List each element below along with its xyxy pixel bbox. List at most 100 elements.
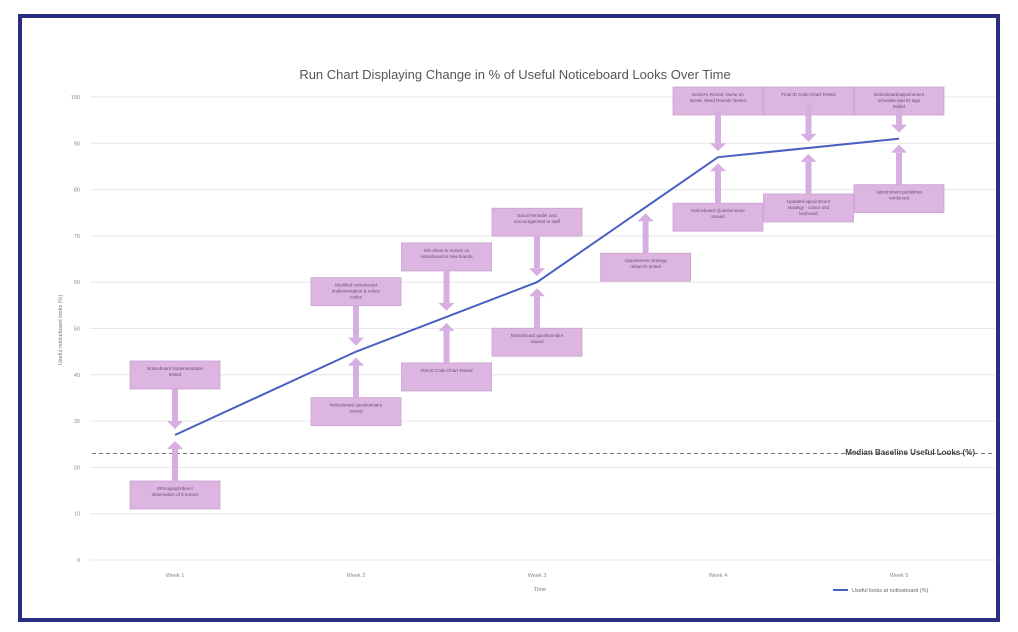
y-tick-label: 90 (74, 141, 80, 147)
annotation-box (763, 193, 854, 223)
annotation-text: issued (530, 339, 544, 344)
annotation-arrow (715, 171, 721, 204)
y-tick-label: 50 (74, 327, 80, 333)
annotation-arrowhead (637, 213, 654, 222)
annotation-arrowhead (710, 143, 726, 152)
annotation-text: noticeboard & new boards (420, 254, 473, 259)
annotation-arrowhead (348, 337, 364, 346)
y-tick-label: 60 (74, 280, 80, 286)
x-tick-label: Week 1 (166, 573, 185, 579)
annotation: Flat ID Code Chart Tested (401, 322, 492, 392)
annotation-arrowhead (710, 163, 726, 172)
annotation-arrow (353, 305, 359, 338)
annotation-text: strategy - colour and (788, 205, 830, 210)
annotation-arrow (443, 270, 450, 303)
annotation-text: Flat ID Code Chart Tested (421, 368, 473, 373)
annotation-text: Modified noticeboard (335, 283, 377, 288)
annotation-text: codes (350, 295, 363, 300)
y-tick-label: 100 (71, 95, 80, 101)
annotation-box (672, 86, 764, 116)
x-tick-label: Week 3 (528, 573, 547, 579)
annotation: Final ID Code Chart Tested (763, 86, 854, 142)
annotation-arrowhead (167, 440, 183, 449)
annotation-arrowhead (348, 357, 364, 366)
chart-title: Run Chart Displaying Change in % of Usef… (299, 67, 730, 82)
y-tick-label: 10 (74, 512, 80, 518)
annotation-text: Email reminder and (517, 213, 557, 218)
annotation-text: reinforced (889, 196, 910, 201)
annotation-text: tested (169, 372, 182, 377)
annotation-box (853, 184, 945, 214)
annotation-box (491, 207, 583, 237)
x-tick-label: Week 2 (347, 573, 366, 579)
annotation-text: encouragement to staff (514, 219, 561, 224)
annotation-text: Appointment guidelines (876, 190, 924, 195)
legend-label: Useful looks at noticeboard (%) (852, 588, 929, 594)
annotation-text: observation of 5 nurses (152, 492, 200, 497)
annotation-text: implementation & colour (332, 289, 381, 294)
annotation-arrowhead (800, 133, 817, 142)
y-tick-label: 0 (77, 558, 80, 564)
annotation-arrow (896, 152, 902, 185)
annotation-box (310, 277, 402, 307)
annotation-arrow (805, 101, 812, 134)
annotation-arrowhead (438, 302, 455, 311)
y-tick-label: 20 (74, 465, 80, 471)
annotation-arrow (353, 365, 359, 398)
annotation-arrow (534, 236, 540, 269)
y-axis-label: Useful noticeboard looks (%) (58, 295, 64, 365)
annotation-arrowhead (800, 153, 817, 162)
annotation-arrow (443, 330, 450, 363)
annotation-text: Noticeboard appointment (874, 92, 925, 97)
annotation-text: Noticeboard implementation (147, 366, 204, 371)
x-tick-label: Week 4 (709, 573, 728, 579)
annotation-box (672, 202, 764, 232)
annotation-arrow (715, 111, 721, 144)
annotation-arrowhead (438, 322, 455, 331)
annotation-text: keyboard (799, 211, 818, 216)
x-tick-label: Week 5 (890, 573, 909, 579)
series-line (174, 137, 900, 436)
y-tick-label: 70 (74, 234, 80, 240)
annotation-text: Appointment strategy (624, 258, 667, 263)
annotation-arrow (172, 448, 178, 481)
annotation-text: Info sheet to nurses on (424, 248, 470, 253)
annotation-arrow (534, 296, 540, 329)
annotation-text: Final ID Code Chart Tested (781, 92, 836, 97)
annotation-text: Noticeboard questionnaire (511, 333, 564, 338)
annotation-arrow (896, 92, 902, 125)
annotation-box (401, 362, 492, 392)
annotation-text: Ethnograph/direct (157, 486, 193, 491)
annotation-arrowhead (529, 288, 545, 297)
median-label: Median Baseline Useful Looks (%) (845, 448, 975, 457)
y-tick-label: 80 (74, 188, 80, 194)
annotation-arrowhead (891, 124, 907, 133)
annotation-text: issued (349, 409, 363, 414)
annotation-arrowhead (167, 420, 183, 429)
annotation-text: Noticeboard questionnaire (330, 403, 383, 408)
legend: Useful looks at noticeboard (%) (833, 588, 929, 594)
x-tick-labels: Week 1 Week 2 Week 3 Week 4 Week 5 (166, 573, 909, 579)
annotation-text: Updated appointment (787, 199, 831, 204)
annotation-arrowhead (529, 268, 545, 277)
annotation-box (310, 397, 402, 427)
annotation-arrow (642, 221, 649, 254)
annotation-text: Doctor's Round, Nurse on (692, 92, 744, 97)
annotation-text: relaunch tested (630, 264, 661, 269)
annotation-arrow (172, 388, 178, 421)
annotation-text: Issued (711, 214, 725, 219)
annotation-box (129, 360, 221, 390)
annotation-arrow (805, 161, 812, 194)
